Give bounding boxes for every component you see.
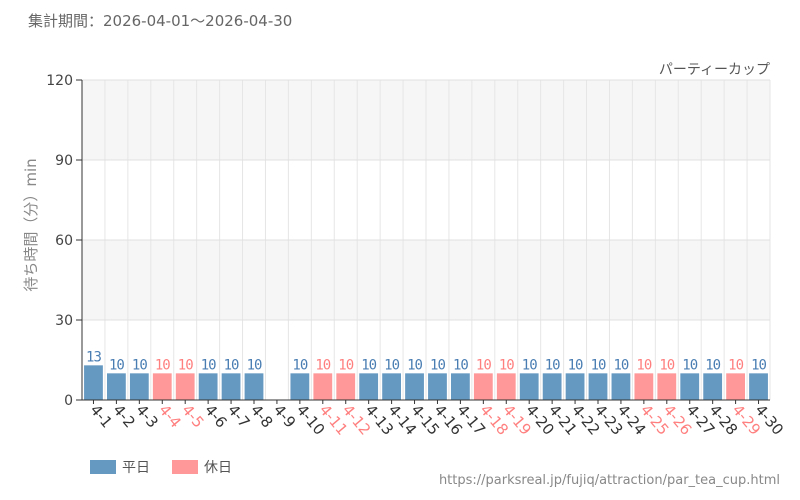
x-tick-label: 4-3: [132, 401, 162, 431]
y-axis-label: 待ち時間（分）min: [22, 158, 40, 291]
chart-title: パーティーカップ: [659, 62, 770, 78]
bar-value-label: 10: [705, 357, 720, 373]
bar-value-label: 10: [430, 357, 445, 373]
x-tick-label: 4-1: [86, 401, 116, 431]
bar-value-label: 10: [614, 357, 629, 373]
bar-value-label: 10: [522, 357, 537, 373]
bar-4-25: [634, 373, 654, 400]
bar-value-label: 10: [132, 357, 147, 373]
bar-value-label: 10: [728, 357, 743, 373]
bar-4-29: [726, 373, 746, 400]
legend-swatch-weekday: [90, 460, 116, 474]
x-tick-label: 4-2: [109, 401, 139, 431]
y-axis-ticks: 0 30 60 90 120: [46, 73, 82, 409]
bar-4-21: [542, 373, 562, 400]
bar-value-label: 10: [338, 357, 353, 373]
bar-value-label: 10: [751, 357, 766, 373]
bar-4-24: [611, 373, 631, 400]
bar-value-label: 10: [682, 357, 697, 373]
legend-label-holiday: 休日: [204, 460, 232, 476]
bar-4-7: [221, 373, 241, 400]
bar-value-label: 10: [384, 357, 399, 373]
x-tick-label: 4-5: [178, 401, 208, 431]
bar-value-label: 10: [155, 357, 170, 373]
bar-value-label: 10: [224, 357, 239, 373]
bars: 13 10 10 10 10 10 10 10 10 10 10 10 10 10 10 10 10 10 10 10…: [84, 349, 768, 400]
bar-value-label: 10: [247, 357, 262, 373]
bar-4-17: [450, 373, 470, 400]
bar-value-label: 10: [591, 357, 606, 373]
y-tick-label: 90: [55, 153, 73, 169]
bar-value-label: 10: [201, 357, 216, 373]
bar-4-28: [703, 373, 723, 400]
bar-4-18: [473, 373, 493, 400]
bar-value-label: 10: [636, 357, 651, 373]
bar-4-13: [359, 373, 379, 400]
x-tick-label: 4-8: [247, 401, 277, 431]
bar-value-label: 10: [292, 357, 307, 373]
legend-swatch-holiday: [172, 460, 198, 474]
period-label: 集計期間：2026-04-01～2026-04-30: [28, 12, 293, 30]
bar-value-label: 10: [361, 357, 376, 373]
y-tick-label: 0: [64, 393, 73, 409]
bar-4-27: [680, 373, 700, 400]
bar-value-label: 10: [499, 357, 514, 373]
x-tick-label: 4-4: [155, 401, 185, 431]
legend-item-holiday: 休日: [172, 457, 232, 477]
bar-value-label: 10: [178, 357, 193, 373]
source-url: https://parksreal.jp/fujiq/attraction/pa…: [438, 473, 780, 488]
bar-4-30: [749, 373, 768, 400]
bar-chart: 13 10 10 10 10 10 10 10 10 10 10 10 10 10 10 10 10 10 10 10…: [22, 62, 787, 439]
bar-value-label: 10: [315, 357, 330, 373]
x-tick-label: 4-9: [270, 401, 300, 431]
y-tick-label: 120: [46, 73, 73, 89]
bar-value-label: 10: [568, 357, 583, 373]
bar-4-10: [290, 373, 310, 400]
y-tick-label: 60: [55, 233, 73, 249]
bar-4-1: [84, 365, 103, 400]
bar-4-26: [657, 373, 677, 400]
bar-4-14: [382, 373, 402, 400]
bar-4-16: [428, 373, 447, 400]
bar-4-12: [336, 373, 356, 400]
bar-value-label: 10: [407, 357, 422, 373]
bar-4-5: [175, 373, 195, 400]
bar-4-4: [152, 373, 172, 400]
bar-4-22: [565, 373, 585, 400]
x-tick-label: 4-7: [224, 401, 254, 431]
bar-4-2: [106, 373, 126, 400]
bar-value-label: 10: [109, 357, 124, 373]
bar-4-11: [313, 373, 333, 400]
bar-4-19: [496, 373, 516, 400]
bar-4-15: [405, 373, 424, 400]
bar-value-label: 10: [545, 357, 560, 373]
bar-value-label: 13: [86, 349, 101, 365]
legend-item-weekday: 平日: [90, 457, 150, 477]
bar-value-label: 10: [453, 357, 468, 373]
bar-4-3: [129, 373, 149, 400]
bar-value-label: 10: [659, 357, 674, 373]
y-tick-label: 30: [55, 313, 73, 329]
legend: 平日 休日: [90, 457, 232, 477]
bar-4-6: [198, 373, 218, 400]
bar-4-8: [244, 373, 264, 400]
bar-4-20: [519, 373, 539, 400]
x-axis-ticks: 4-14-24-34-44-54-64-74-84-94-104-114-124…: [86, 400, 787, 439]
bar-4-23: [588, 373, 608, 400]
x-tick-label: 4-6: [201, 401, 231, 431]
bar-value-label: 10: [476, 357, 491, 373]
legend-label-weekday: 平日: [122, 460, 150, 476]
